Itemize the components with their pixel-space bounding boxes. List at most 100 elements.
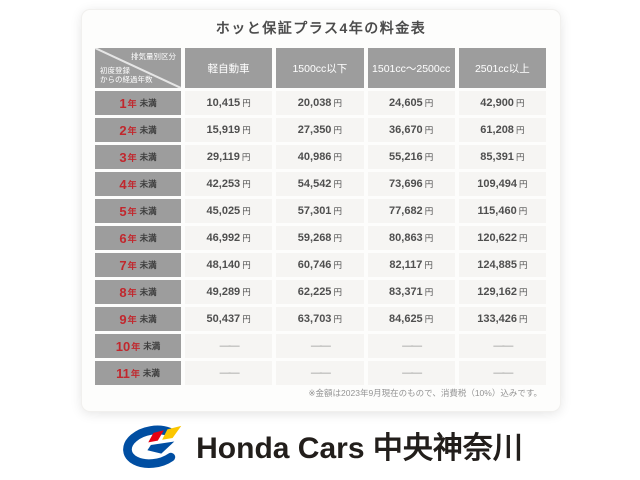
price-unit: 円 <box>424 287 434 297</box>
price-unit: 円 <box>424 98 434 108</box>
price-value: 29,119 <box>206 151 240 163</box>
row-year: 9 <box>119 311 127 327</box>
price-value: ―― <box>402 367 422 379</box>
row-label: 4 年未満 <box>95 172 181 196</box>
price-cell: 49,289 円 <box>185 280 273 304</box>
price-value: 115,460 <box>477 205 517 217</box>
price-value: 85,391 <box>480 151 514 163</box>
price-value: 80,863 <box>389 232 423 244</box>
price-cell: ―― <box>185 361 273 385</box>
price-unit: 円 <box>333 125 342 135</box>
price-cell: 73,696 円 <box>367 172 455 196</box>
price-unit: 円 <box>424 179 434 189</box>
price-unit: 円 <box>333 98 342 108</box>
price-unit: 円 <box>424 125 434 135</box>
row-suffix: 未満 <box>139 260 157 270</box>
price-unit: 円 <box>519 287 528 297</box>
row-year: 3 <box>119 149 127 165</box>
price-value: 50,437 <box>206 313 241 325</box>
price-unit: 円 <box>333 287 342 297</box>
price-value: 36,670 <box>389 124 423 136</box>
price-cell: ―― <box>458 361 546 385</box>
row-year-unit: 年 <box>127 233 137 244</box>
price-unit: 円 <box>515 152 525 162</box>
price-unit: 円 <box>333 233 342 243</box>
price-cell: 27,350 円 <box>276 118 364 142</box>
row-year: 10 <box>115 338 131 354</box>
price-cell: 77,682 円 <box>367 199 455 223</box>
price-cell: 120,622 円 <box>458 226 546 250</box>
column-header-1500cc: 1500cc以下 <box>276 48 364 88</box>
price-unit: 円 <box>242 206 251 216</box>
price-value: 55,216 <box>389 151 423 163</box>
price-value: 84,625 <box>389 313 423 325</box>
price-cell: ―― <box>458 334 546 358</box>
price-value: ―― <box>310 367 331 379</box>
row-year-unit: 年 <box>127 287 137 298</box>
price-unit: 円 <box>519 314 528 324</box>
price-value: 133,426 <box>477 313 517 325</box>
price-value: 63,703 <box>297 313 332 325</box>
row-suffix: 未満 <box>139 125 157 135</box>
price-cell: 129,162 円 <box>458 280 546 304</box>
row-label: 5 年未満 <box>95 199 181 223</box>
price-unit: 円 <box>242 260 251 270</box>
price-unit: 円 <box>333 314 342 324</box>
price-cell: 54,542 円 <box>276 172 364 196</box>
price-unit: 円 <box>424 152 434 162</box>
page-title: ホッと保証プラス4年の料金表 <box>215 20 427 36</box>
corner-cell: 排気量別区分 初度登録 からの経過年数 <box>95 48 181 88</box>
price-cell: 60,746 円 <box>276 253 364 277</box>
price-cell: 29,119 円 <box>185 145 273 169</box>
row-suffix: 未満 <box>142 368 160 378</box>
row-year: 7 <box>119 257 127 273</box>
price-value: 83,371 <box>389 286 423 298</box>
price-value: 59,268 <box>297 232 332 244</box>
price-cell: 24,605 円 <box>367 91 455 115</box>
row-year: 11 <box>116 365 130 381</box>
price-value: 61,208 <box>480 124 514 136</box>
price-value: 120,622 <box>477 232 517 244</box>
row-year: 1 <box>119 95 127 111</box>
row-label: 6 年未満 <box>95 226 181 250</box>
tax-footnote: ※金額は2023年9月現在のもので、消費税（10%）込みです。 <box>308 388 542 398</box>
price-unit: 円 <box>333 206 342 216</box>
price-value: ―― <box>310 340 331 352</box>
logo-text: Honda Cars 中央神奈川 <box>196 432 523 465</box>
price-table: 排気量別区分 初度登録 からの経過年数 軽自動車 1500cc以下 1501cc… <box>95 48 546 385</box>
row-suffix: 未満 <box>139 314 157 324</box>
price-value: 54,542 <box>297 178 332 190</box>
row-label: 1 年未満 <box>95 91 181 115</box>
row-suffix: 未満 <box>139 152 157 162</box>
price-value: 46,992 <box>206 232 241 244</box>
price-cell: 15,919 円 <box>185 118 273 142</box>
price-cell: 57,301 円 <box>276 199 364 223</box>
row-label: 10 年未満 <box>95 334 181 358</box>
price-value: ―― <box>402 340 422 352</box>
price-cell: ―― <box>276 361 364 385</box>
price-cell: 59,268 円 <box>276 226 364 250</box>
price-unit: 円 <box>241 152 251 162</box>
column-header-1501-2500cc: 1501cc〜2500cc <box>367 48 455 88</box>
price-value: 62,225 <box>297 286 332 298</box>
price-value: 109,494 <box>477 178 517 190</box>
price-value: 77,682 <box>389 205 423 217</box>
price-unit: 円 <box>424 314 434 324</box>
price-cell: 10,415 円 <box>185 91 273 115</box>
row-year-unit: 年 <box>127 314 137 325</box>
row-year: 8 <box>119 284 127 300</box>
price-cell: 84,625 円 <box>367 307 455 331</box>
row-year-unit: 年 <box>127 152 137 163</box>
row-label: 7 年未満 <box>95 253 181 277</box>
price-cell: 133,426 円 <box>458 307 546 331</box>
row-year-unit: 年 <box>127 260 137 271</box>
price-cell: 85,391 円 <box>458 145 546 169</box>
price-cell: 62,225 円 <box>276 280 364 304</box>
price-unit: 円 <box>242 98 251 108</box>
price-unit: 円 <box>424 206 434 216</box>
warranty-price-card: ホッと保証プラス4年の料金表 排気量別区分 初度登録 からの経過年数 軽自動車 … <box>82 10 560 411</box>
price-cell: 50,437 円 <box>185 307 273 331</box>
price-cell: 48,140 円 <box>185 253 273 277</box>
price-value: ―― <box>493 367 513 379</box>
